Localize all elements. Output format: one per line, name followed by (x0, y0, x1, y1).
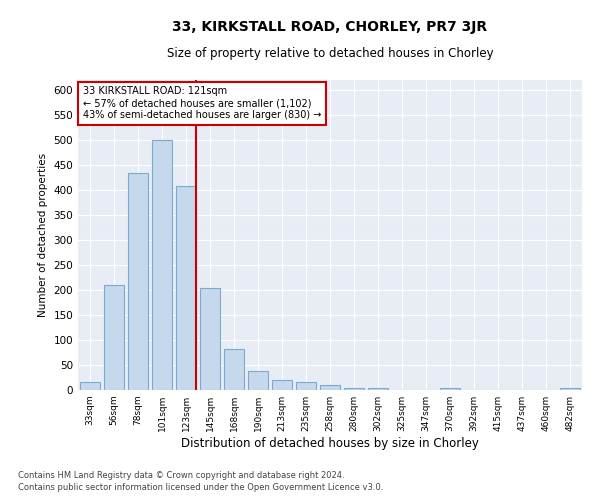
Bar (560, 388, 580, 390)
Bar (200, 288, 220, 390)
Text: 33 KIRKSTALL ROAD: 121sqm
← 57% of detached houses are smaller (1,102)
43% of se: 33 KIRKSTALL ROAD: 121sqm ← 57% of detac… (83, 86, 321, 120)
Text: Contains HM Land Registry data © Crown copyright and database right 2024.: Contains HM Land Registry data © Crown c… (18, 471, 344, 480)
Bar (344, 388, 364, 390)
Text: Contains public sector information licensed under the Open Government Licence v3: Contains public sector information licen… (18, 484, 383, 492)
Bar (440, 388, 460, 390)
Bar (320, 385, 340, 390)
Bar (104, 284, 124, 390)
Bar (152, 140, 172, 390)
Text: 33, KIRKSTALL ROAD, CHORLEY, PR7 3JR: 33, KIRKSTALL ROAD, CHORLEY, PR7 3JR (172, 20, 488, 34)
Bar (272, 380, 292, 390)
Bar (224, 348, 244, 390)
Bar (80, 382, 100, 390)
Bar (368, 388, 388, 390)
Y-axis label: Number of detached properties: Number of detached properties (38, 153, 48, 317)
Text: Size of property relative to detached houses in Chorley: Size of property relative to detached ho… (167, 48, 493, 60)
Bar (128, 172, 148, 390)
Bar (296, 382, 316, 390)
X-axis label: Distribution of detached houses by size in Chorley: Distribution of detached houses by size … (181, 437, 479, 450)
Bar (176, 186, 196, 390)
Bar (248, 371, 268, 390)
